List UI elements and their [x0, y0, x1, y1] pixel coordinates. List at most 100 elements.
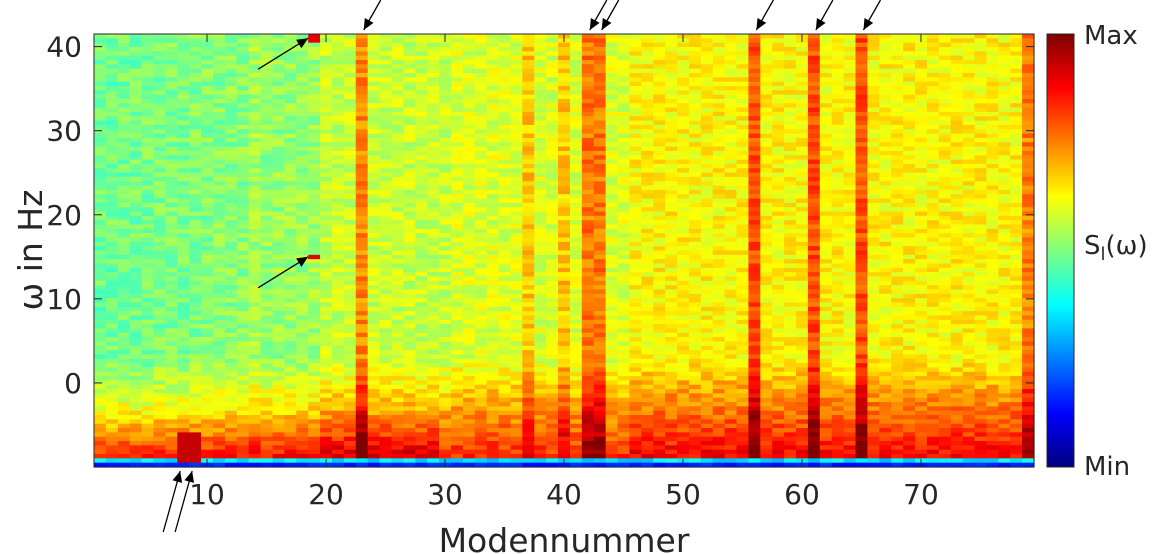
heatmap-cell	[522, 150, 535, 156]
heatmap-cell	[201, 389, 214, 394]
heatmap-cell	[153, 168, 166, 174]
heatmap-cell	[284, 267, 297, 273]
heatmap-cell	[117, 406, 131, 412]
heatmap-cell	[94, 155, 107, 161]
heatmap-cell	[629, 315, 642, 321]
heatmap-cell	[343, 38, 357, 44]
heatmap-cell	[284, 302, 297, 308]
heatmap-cell	[522, 332, 535, 338]
heatmap-cell	[534, 454, 547, 459]
heatmap-cell	[260, 237, 274, 243]
heatmap-cell	[153, 319, 166, 325]
heatmap-cell	[153, 133, 166, 139]
heatmap-cell	[94, 293, 107, 299]
heatmap-cell	[641, 42, 654, 48]
heatmap-cell	[201, 280, 214, 286]
heatmap-cell	[534, 163, 547, 169]
heatmap-cell	[94, 142, 107, 148]
heatmap-cell	[462, 250, 476, 256]
heatmap-cell	[391, 332, 404, 338]
heatmap-cell	[641, 419, 654, 425]
heatmap-cell	[189, 211, 202, 217]
heatmap-cell	[581, 397, 595, 403]
heatmap-cell	[474, 354, 488, 360]
heatmap-cell	[331, 389, 345, 394]
heatmap-cell	[284, 98, 297, 104]
heatmap-cell	[427, 410, 440, 416]
heatmap-cell	[320, 276, 333, 282]
heatmap-cell	[212, 155, 226, 161]
heatmap-cell	[498, 415, 512, 420]
heatmap-cell	[569, 42, 583, 48]
heatmap-cell	[284, 332, 297, 338]
heatmap-cell	[212, 189, 226, 195]
heatmap-cell	[498, 55, 512, 61]
heatmap-cell	[510, 315, 523, 321]
heatmap-cell	[629, 380, 642, 386]
heatmap-cell	[462, 42, 476, 48]
heatmap-cell	[212, 350, 226, 356]
heatmap-cell	[212, 233, 226, 239]
heatmap-cell	[569, 371, 583, 377]
heatmap-cell	[236, 34, 250, 39]
heatmap-cell	[248, 81, 262, 87]
heatmap-cell	[224, 436, 238, 442]
heatmap-cell	[665, 46, 678, 52]
heatmap-cell	[391, 46, 404, 52]
heatmap-cell	[165, 133, 178, 139]
heatmap-cell	[379, 198, 393, 204]
heatmap-cell	[212, 103, 226, 109]
heatmap-cell	[284, 68, 297, 74]
heatmap-cell	[248, 42, 262, 48]
heatmap-cell	[474, 250, 488, 256]
heatmap-cell	[569, 254, 583, 260]
heatmap-cell	[439, 289, 452, 295]
heatmap-cell	[272, 194, 285, 200]
heatmap-cell	[593, 306, 607, 312]
heatmap-cell	[665, 306, 678, 312]
heatmap-cell	[641, 363, 654, 369]
heatmap-cell	[165, 189, 178, 195]
heatmap-cell	[201, 194, 214, 200]
heatmap-cell	[522, 77, 535, 83]
heatmap-cell	[296, 263, 309, 269]
heatmap-cell	[474, 159, 488, 165]
heatmap-cell	[355, 393, 369, 399]
heatmap-cell	[343, 462, 357, 468]
heatmap-cell	[105, 441, 119, 446]
heatmap-cell	[391, 449, 404, 455]
heatmap-cell	[320, 371, 333, 377]
heatmap-cell	[320, 81, 333, 87]
heatmap-cell	[379, 189, 393, 195]
heatmap-cell	[331, 272, 345, 278]
heatmap-cell	[248, 449, 262, 455]
heatmap-cell	[320, 415, 333, 420]
heatmap-cell	[427, 285, 440, 291]
heatmap-cell	[331, 137, 345, 143]
heatmap-cell	[129, 406, 143, 412]
heatmap-cell	[439, 133, 452, 139]
heatmap-cell	[153, 350, 166, 356]
heatmap-cell	[581, 72, 595, 78]
heatmap-cell	[522, 315, 535, 321]
heatmap-cell	[450, 237, 464, 243]
heatmap-cell	[462, 111, 476, 117]
heatmap-cell	[534, 315, 547, 321]
heatmap-cell	[331, 38, 345, 44]
heatmap-cell	[486, 315, 500, 321]
heatmap-cell	[177, 311, 190, 317]
heatmap-cell	[296, 111, 309, 117]
heatmap-cell	[367, 393, 381, 399]
heatmap-cell	[462, 358, 476, 364]
heatmap-cell	[617, 172, 631, 178]
heatmap-cell	[486, 72, 500, 78]
heatmap-cell	[355, 254, 369, 260]
heatmap-cell	[367, 64, 381, 70]
heatmap-cell	[605, 280, 619, 286]
heatmap-cell	[558, 428, 571, 433]
heatmap-cell	[534, 98, 547, 104]
heatmap-cell	[177, 111, 190, 117]
heatmap-cell	[522, 198, 535, 204]
heatmap-cell	[581, 289, 595, 295]
heatmap-cell	[569, 311, 583, 317]
